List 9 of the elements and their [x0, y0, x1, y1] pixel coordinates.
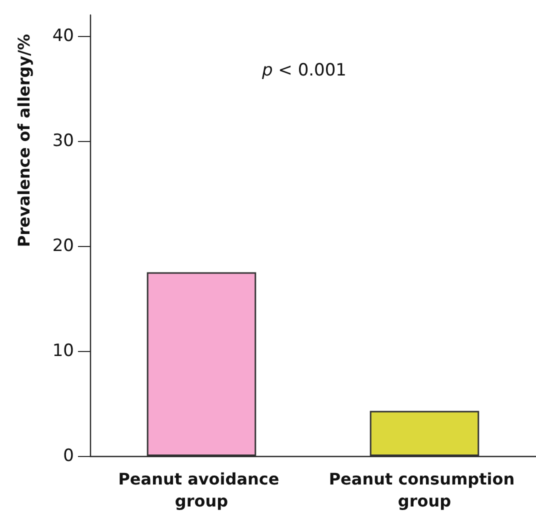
annotation: p < 0.001 — [261, 60, 347, 80]
y-tick-label: 0 — [63, 446, 74, 466]
y-tick-label: 10 — [52, 341, 74, 361]
y-tick-label: 20 — [52, 236, 74, 256]
x-tick-label: Peanut consumption group — [328, 470, 520, 510]
y-tick-label: 30 — [52, 131, 74, 151]
y-axis-title: Prevalence of allergy/% — [14, 34, 34, 248]
y-tick-label: 40 — [52, 26, 74, 46]
x-tick-label: Peanut avoidance group — [118, 470, 285, 510]
